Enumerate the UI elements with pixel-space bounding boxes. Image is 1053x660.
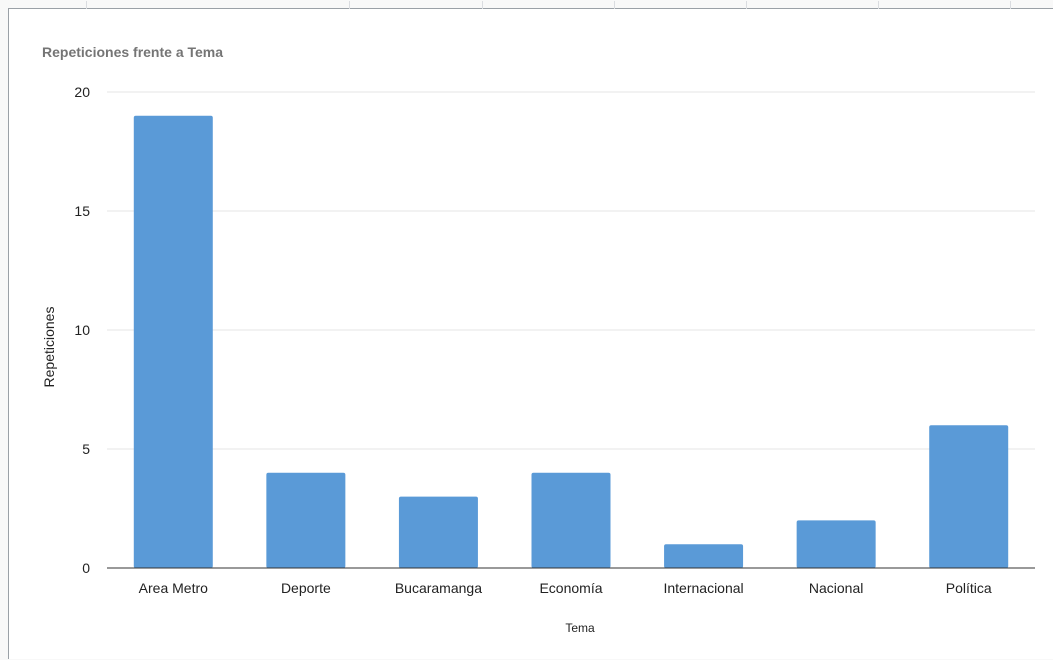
bar <box>398 496 478 568</box>
y-tick-label: 20 <box>74 84 90 100</box>
bar <box>266 472 346 568</box>
y-tick-label: 10 <box>74 322 90 338</box>
x-tick-label: Política <box>946 580 992 596</box>
y-axis-label: Repeticiones <box>41 307 57 388</box>
sheet-grid-mark <box>482 1 483 9</box>
bars <box>133 115 1009 569</box>
y-tick-label: 5 <box>82 441 90 457</box>
x-axis-label: Tema <box>565 621 595 635</box>
x-tick-label: Nacional <box>809 580 863 596</box>
sheet-grid-mark <box>746 1 747 9</box>
gridlines <box>107 91 1035 450</box>
bar <box>929 425 1009 568</box>
y-axis-ticks: 0 5 10 15 20 <box>74 84 90 576</box>
bar <box>531 472 611 568</box>
x-tick-label: Area Metro <box>139 580 208 596</box>
x-tick-label: Economía <box>539 580 602 596</box>
sheet-grid-mark <box>614 1 615 9</box>
y-tick-label: 0 <box>82 560 90 576</box>
x-tick-label: Bucaramanga <box>395 580 482 596</box>
chart-title: Repeticiones frente a Tema <box>42 44 223 60</box>
x-tick-label: Internacional <box>663 580 743 596</box>
sheet-grid-mark <box>86 1 87 9</box>
x-axis-ticks: Area Metro Deporte Bucaramanga Economía Inte… <box>139 580 992 596</box>
chart-card: Repeticiones frente a Tema 0 5 10 15 20 Area… <box>8 1 1053 659</box>
sheet-grid-mark <box>349 1 350 9</box>
bar <box>796 520 876 568</box>
y-tick-label: 15 <box>74 203 90 219</box>
bar <box>664 544 744 568</box>
x-tick-label: Deporte <box>281 580 331 596</box>
sheet-grid-mark <box>1010 1 1011 9</box>
bar <box>133 115 213 569</box>
bar-chart: Repeticiones frente a Tema 0 5 10 15 20 Area… <box>41 44 1035 635</box>
sheet-grid-mark <box>878 1 879 9</box>
